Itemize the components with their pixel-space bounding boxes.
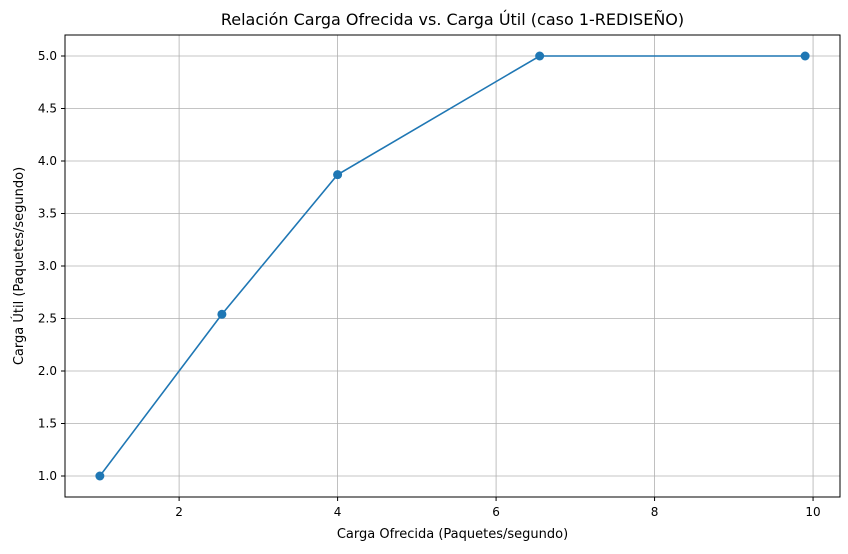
x-tick-label: 10 [805,505,820,519]
data-point-marker [535,51,545,61]
y-tick-label: 2.5 [38,312,57,326]
x-axis-label: Carga Ofrecida (Paquetes/segundo) [337,527,568,542]
x-tick-label: 6 [492,505,500,519]
y-tick-label: 3.5 [38,207,57,221]
y-tick-label: 1.5 [38,417,57,431]
y-axis-label: Carga Útil (Paquetes/segundo) [11,167,27,365]
x-tick-label: 8 [651,505,659,519]
y-tick-label: 5.0 [38,49,57,63]
x-tick-label: 2 [175,505,183,519]
y-tick-label: 2.0 [38,364,57,378]
x-axis-ticks: 2 4 6 8 10 [175,497,821,519]
y-tick-label: 1.0 [38,469,57,483]
series-layer [95,51,810,481]
x-tick-label: 4 [334,505,342,519]
grid [65,35,840,497]
y-tick-label: 3.0 [38,259,57,273]
y-tick-label: 4.5 [38,102,57,116]
data-point-marker [95,471,105,481]
data-point-marker [800,51,810,61]
y-axis-ticks: 1.0 1.5 2.0 2.5 3.0 3.5 4.0 4.5 5.0 [38,49,65,483]
chart-title: Relación Carga Ofrecida vs. Carga Útil (… [221,10,684,29]
data-point-marker [217,309,227,319]
y-tick-label: 4.0 [38,154,57,168]
data-point-marker [333,170,343,180]
